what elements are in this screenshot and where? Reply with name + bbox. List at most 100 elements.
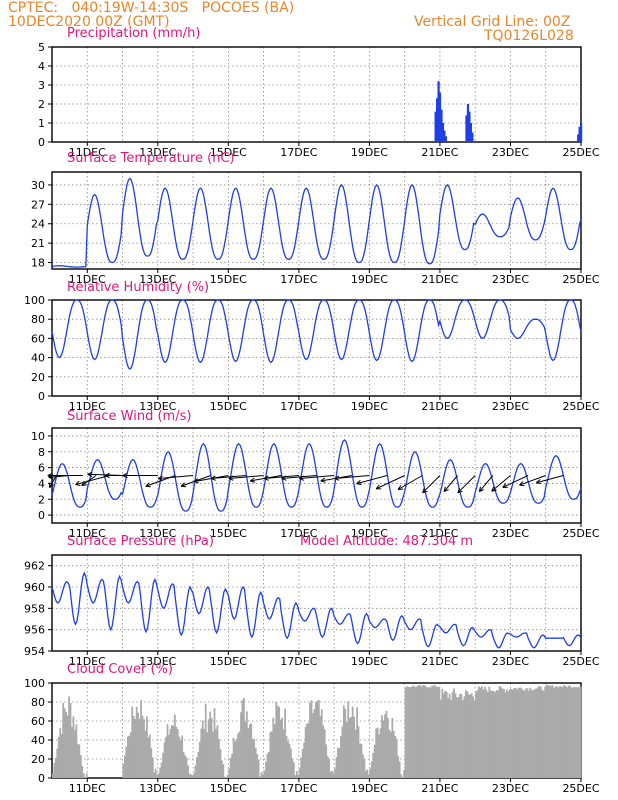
cloud-bar xyxy=(209,711,211,778)
cloud-bar xyxy=(175,726,178,778)
x-tick-label: 15DEC xyxy=(210,273,247,286)
cloud-bar xyxy=(544,686,547,778)
cloud-bar xyxy=(331,770,333,778)
cloud-bar xyxy=(391,717,394,778)
cloud-bar xyxy=(169,728,172,778)
panel-title: Cloud Cover (%) xyxy=(67,662,173,677)
wind-arrowhead xyxy=(47,472,53,476)
wind-arrowhead xyxy=(193,478,199,482)
cloud-bar xyxy=(436,686,439,778)
cloud-bar xyxy=(262,774,264,778)
x-tick-label: 11DEC xyxy=(69,273,106,286)
cloud-bar xyxy=(566,687,569,778)
cloud-bar xyxy=(315,702,317,778)
wind-arrowhead xyxy=(320,480,326,483)
wind-arrowhead xyxy=(145,482,150,487)
wind-arrowhead xyxy=(320,477,326,482)
cloud-bar xyxy=(179,740,182,778)
x-tick-label: 17DEC xyxy=(280,782,317,795)
cloud-bar xyxy=(165,736,167,778)
cloud-bar xyxy=(225,777,228,778)
cloud-bar xyxy=(154,768,157,778)
cloud-bar xyxy=(576,687,579,778)
cloud-bar xyxy=(124,755,126,778)
cloud-bar xyxy=(156,774,159,778)
cloud-bar xyxy=(238,731,241,778)
wind-arrow xyxy=(491,475,511,492)
cloud-bar xyxy=(303,742,306,778)
precip-bar xyxy=(468,111,471,142)
x-tick-label: 25DEC xyxy=(562,655,599,668)
cloud-bar xyxy=(278,706,281,778)
cloud-bar xyxy=(431,685,433,778)
cloud-bar xyxy=(395,738,398,778)
panel-frame xyxy=(51,46,582,143)
x-tick-label: 21DEC xyxy=(421,782,458,795)
wind-arrow xyxy=(263,475,299,480)
cloud-bar xyxy=(416,685,419,778)
y-tick-label: 80 xyxy=(31,313,45,326)
x-tick-label: 25DEC xyxy=(562,146,599,159)
cloud-bar xyxy=(319,715,322,778)
cloud-bar xyxy=(200,728,203,778)
cloud-bar xyxy=(234,741,236,778)
cloud-bar xyxy=(173,714,176,778)
x-tick-label: 15DEC xyxy=(210,400,247,413)
cloud-bar xyxy=(251,739,254,778)
cloud-bar xyxy=(272,717,275,778)
cloud-bar xyxy=(316,700,319,778)
cloud-bar xyxy=(72,716,75,778)
cloud-bar xyxy=(526,688,529,778)
cloud-bar xyxy=(575,686,577,778)
cloud-bar xyxy=(82,773,85,778)
wind-arrow xyxy=(158,475,194,480)
wind-arrowhead xyxy=(210,475,216,479)
cloud-bar xyxy=(469,694,472,778)
y-tick-label: 40 xyxy=(31,352,45,365)
wind-arrowhead xyxy=(356,480,361,485)
cloud-bar xyxy=(442,693,445,778)
x-tick-label: 17DEC xyxy=(280,273,317,286)
cloud-bar xyxy=(185,757,188,778)
panel-2 xyxy=(48,299,582,400)
cloud-bar xyxy=(218,739,220,778)
cloud-bar xyxy=(193,773,195,778)
cloud-bar xyxy=(84,777,87,778)
cloud-bar xyxy=(447,698,450,778)
cloud-bar xyxy=(229,757,232,778)
wind-arrowhead xyxy=(491,486,495,492)
precip-bar xyxy=(469,123,472,142)
cloud-bar xyxy=(367,774,370,778)
precip-bar xyxy=(438,92,442,142)
precip-bar xyxy=(577,134,580,142)
wind-arrowhead xyxy=(422,490,428,494)
x-tick-label: 19DEC xyxy=(351,655,388,668)
wind-arrowhead xyxy=(443,486,446,492)
wind-arrow xyxy=(211,475,247,480)
x-tick-label: 25DEC xyxy=(562,400,599,413)
x-tick-label: 17DEC xyxy=(280,400,317,413)
cloud-bar xyxy=(459,694,461,778)
cloud-bar xyxy=(340,735,342,778)
y-tick-label: 956 xyxy=(24,624,45,637)
header-line-2: 10DEC2020 00Z (GMT) xyxy=(8,14,170,30)
cloud-bar xyxy=(157,773,160,778)
cloud-bar xyxy=(388,729,391,778)
wind-arrow xyxy=(281,475,317,480)
cloud-bar xyxy=(387,718,389,778)
cloud-bar xyxy=(203,728,206,778)
y-tick-label: 0 xyxy=(38,772,45,785)
cloud-bar xyxy=(172,725,175,778)
wind-arrow xyxy=(228,475,264,480)
x-tick-label: 23DEC xyxy=(492,782,529,795)
cloud-bar xyxy=(143,719,145,778)
cloud-bar xyxy=(60,733,63,778)
cloud-bar xyxy=(533,689,536,778)
cloud-bar xyxy=(240,712,242,778)
wind-arrowhead xyxy=(145,485,151,488)
x-tick-label: 11DEC xyxy=(69,146,106,159)
wind-arrowhead xyxy=(249,477,255,482)
cloud-bar xyxy=(536,687,539,778)
x-tick-label: 23DEC xyxy=(492,655,529,668)
cloud-bar xyxy=(486,691,489,778)
